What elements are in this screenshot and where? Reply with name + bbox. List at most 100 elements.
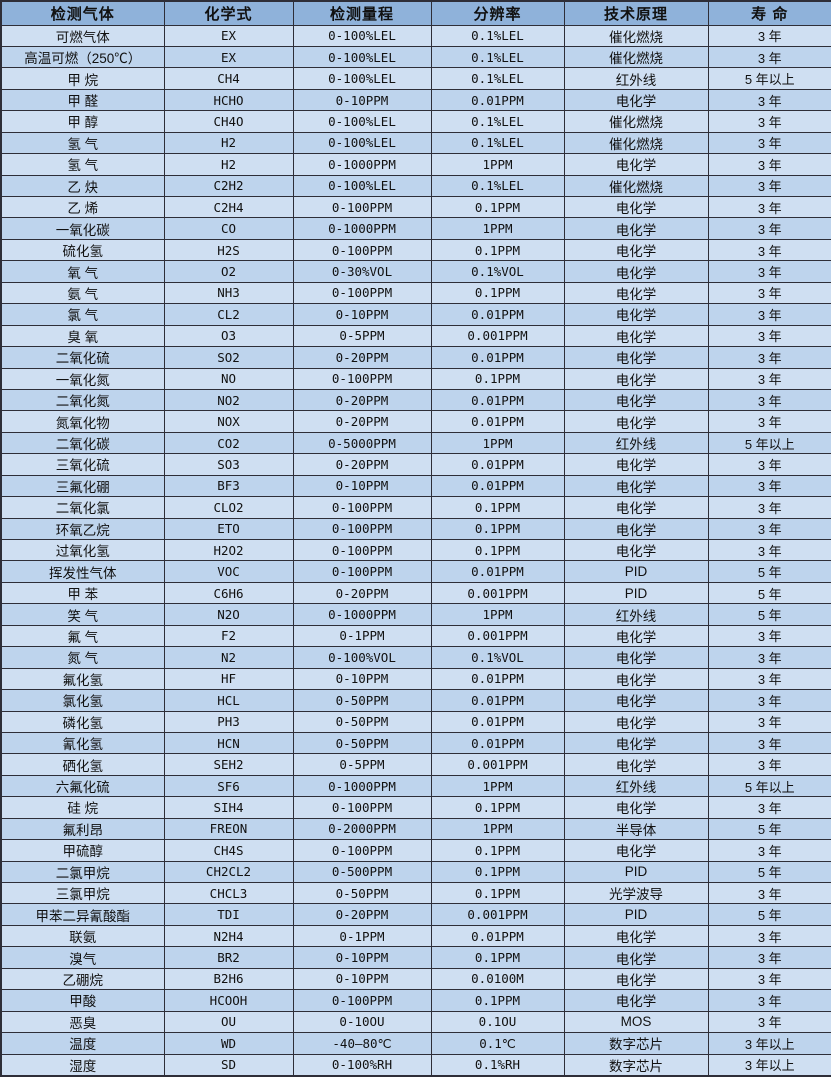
cell-chemical-formula: CL2 [163,303,294,326]
cell-technology: 催化燃烧 [563,110,709,133]
cell-detection-range: 0-100PPM [292,989,432,1012]
cell-technology: PID [563,860,709,884]
table-row: 三氟化硼 BF3 0-10PPM 0.01PPM 电化学 3 年 [0,474,831,498]
cell-gas-name: 二氧化碳 [0,431,165,455]
cell-detection-range: 0-20PPM [292,346,432,369]
cell-chemical-formula: WD [163,1032,294,1055]
cell-gas-name: 氢 气 [0,153,165,176]
cell-resolution: 0.1PPM [430,881,565,905]
table-row: 笑 气 N2O 0-1000PPM 1PPM 红外线 5 年 [0,603,831,626]
cell-resolution: 0.1PPM [430,946,565,969]
cell-detection-range: 0-20PPM [292,581,432,605]
cell-detection-range: 0-100%LEL [292,110,432,133]
cell-gas-name: 氟化氢 [0,667,165,691]
cell-resolution: 0.1%LEL [430,24,565,47]
cell-detection-range: 0-10PPM [292,303,432,326]
cell-technology: PID [563,581,709,605]
cell-lifespan: 3 年 [707,45,831,69]
cell-chemical-formula: OU [163,1010,294,1034]
cell-chemical-formula: PH3 [163,710,294,733]
cell-chemical-formula: H2 [163,153,294,176]
cell-chemical-formula: BF3 [163,474,294,498]
cell-technology: 电化学 [563,989,709,1012]
table-row: 二氧化碳 CO2 0-5000PPM 1PPM 红外线 5 年以上 [0,431,831,455]
cell-detection-range: 0-100PPM [292,238,432,262]
table-row: 溴气 BR2 0-10PPM 0.1PPM 电化学 3 年 [0,946,831,969]
cell-gas-name: 硒化氢 [0,753,165,776]
cell-technology: 电化学 [563,496,709,519]
cell-chemical-formula: CLO2 [163,496,294,519]
cell-detection-range: 0-100PPM [292,496,432,519]
cell-lifespan: 3 年 [707,238,831,262]
cell-resolution: 0.01PPM [430,453,565,476]
cell-detection-range: 0-100%LEL [292,174,432,198]
cell-chemical-formula: SO2 [163,346,294,369]
cell-detection-range: 0-20PPM [292,903,432,926]
cell-resolution: 0.0100M [430,967,565,991]
cell-chemical-formula: NH3 [163,281,294,305]
cell-detection-range: 0-10PPM [292,88,432,112]
table-row: 三氧化硫 SO3 0-20PPM 0.01PPM 电化学 3 年 [0,453,831,476]
cell-resolution: 0.1%LEL [430,45,565,69]
cell-gas-name: 三氟化硼 [0,474,165,498]
cell-chemical-formula: CH4O [163,110,294,133]
cell-lifespan: 3 年 [707,731,831,755]
cell-gas-name: 二氧化氮 [0,388,165,412]
cell-chemical-formula: SIH4 [163,796,294,819]
cell-gas-name: 磷化氢 [0,710,165,733]
cell-chemical-formula: HCOOH [163,989,294,1012]
cell-resolution: 0.1℃ [430,1032,565,1055]
table-row: 硫化氢 H2S 0-100PPM 0.1PPM 电化学 3 年 [0,238,831,262]
cell-technology: PID [563,903,709,926]
cell-technology: 电化学 [563,388,709,412]
cell-lifespan: 3 年 [707,989,831,1012]
cell-lifespan: 5 年 [707,860,831,884]
cell-resolution: 0.1PPM [430,195,565,219]
cell-technology: 电化学 [563,710,709,733]
cell-lifespan: 3 年 [707,367,831,390]
table-row: 乙 烯 C2H4 0-100PPM 0.1PPM 电化学 3 年 [0,195,831,219]
table-row: 环氧乙烷 ETO 0-100PPM 0.1PPM 电化学 3 年 [0,517,831,541]
cell-detection-range: 0-1000PPM [292,603,432,626]
cell-lifespan: 5 年以上 [707,774,831,798]
cell-detection-range: 0-10PPM [292,967,432,991]
table-row: 氟化氢 HF 0-10PPM 0.01PPM 电化学 3 年 [0,667,831,691]
cell-detection-range: 0-10PPM [292,946,432,969]
cell-lifespan: 5 年以上 [707,431,831,455]
cell-resolution: 0.01PPM [430,689,565,712]
cell-gas-name: 乙硼烷 [0,967,165,991]
cell-chemical-formula: NOX [163,410,294,433]
cell-resolution: 0.1%RH [430,1053,565,1076]
cell-technology: 电化学 [563,324,709,348]
table-row: 过氧化氢 H2O2 0-100PPM 0.1PPM 电化学 3 年 [0,538,831,562]
cell-technology: 电化学 [563,217,709,240]
cell-resolution: 0.01PPM [430,710,565,733]
cell-detection-range: 0-1PPM [292,624,432,648]
cell-gas-name: 甲 醛 [0,88,165,112]
cell-resolution: 0.01PPM [430,88,565,112]
cell-gas-name: 二氯甲烷 [0,860,165,884]
table-row: 氢 气 H2 0-1000PPM 1PPM 电化学 3 年 [0,153,831,176]
cell-chemical-formula: HCN [163,731,294,755]
cell-gas-name: 可燃气体 [0,24,165,47]
cell-chemical-formula: FREON [163,817,294,841]
cell-gas-name: 温度 [0,1032,165,1055]
column-header-resolution: 分辨率 [430,0,565,26]
cell-resolution: 0.1PPM [430,238,565,262]
table-row: 甲 醛 HCHO 0-10PPM 0.01PPM 电化学 3 年 [0,88,831,112]
cell-resolution: 0.01PPM [430,474,565,498]
table-body: 可燃气体 EX 0-100%LEL 0.1%LEL 催化燃烧 3 年高温可燃（250℃） E… [0,24,831,1076]
table-row: 乙硼烷 B2H6 0-10PPM 0.0100M 电化学 3 年 [0,967,831,991]
cell-resolution: 0.001PPM [430,324,565,348]
table-row: 甲苯二异氰酸酯 TDI 0-20PPM 0.001PPM PID 5 年 [0,903,831,926]
cell-gas-name: 氮氧化物 [0,410,165,433]
cell-resolution: 0.1%LEL [430,67,565,90]
cell-lifespan: 5 年 [707,560,831,583]
cell-detection-range: 0-1000PPM [292,217,432,240]
cell-lifespan: 3 年 [707,624,831,648]
cell-technology: 电化学 [563,689,709,712]
cell-technology: 电化学 [563,88,709,112]
cell-chemical-formula: CHCL3 [163,881,294,905]
cell-chemical-formula: C2H4 [163,195,294,219]
cell-detection-range: 0-30%VOL [292,260,432,283]
